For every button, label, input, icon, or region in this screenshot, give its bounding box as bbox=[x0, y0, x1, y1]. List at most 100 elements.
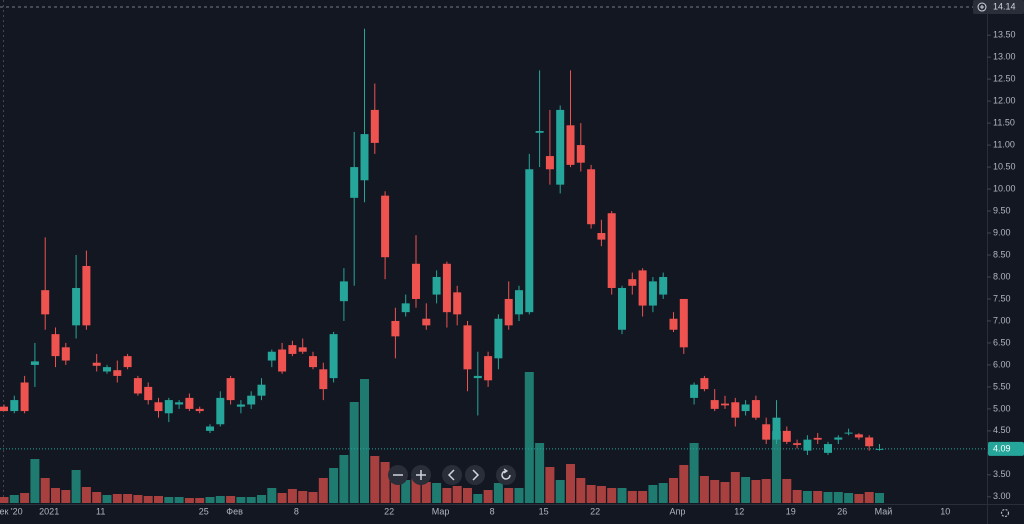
candle-body bbox=[144, 386, 153, 401]
volume-bar bbox=[92, 492, 102, 503]
volume-bar bbox=[61, 490, 71, 503]
y-tick-label: 13.00 bbox=[993, 52, 1016, 62]
top-marker-label: 14.14 bbox=[993, 1, 1016, 11]
x-tick-label: 22 bbox=[384, 506, 394, 516]
candle-body bbox=[535, 131, 544, 133]
volume-bar bbox=[617, 488, 627, 503]
candle-body bbox=[556, 109, 565, 185]
candle-body bbox=[803, 439, 812, 451]
volume-bar bbox=[339, 455, 349, 503]
volume-bar bbox=[329, 468, 339, 503]
y-tick-label: 3.50 bbox=[993, 469, 1011, 479]
settings-icon[interactable] bbox=[1000, 508, 1010, 518]
candle-body bbox=[669, 318, 678, 330]
candle-body bbox=[257, 384, 266, 396]
zoom-out-button[interactable] bbox=[388, 465, 408, 485]
candle-body bbox=[30, 361, 39, 365]
candle-body bbox=[700, 378, 709, 390]
volume-bar bbox=[452, 486, 462, 503]
volume-bar bbox=[576, 478, 586, 503]
volume-bar bbox=[699, 476, 709, 503]
candle-body bbox=[20, 382, 29, 412]
candle-body bbox=[525, 169, 534, 313]
volume-bar bbox=[689, 443, 699, 503]
volume-bar bbox=[658, 483, 668, 503]
candle-body bbox=[236, 404, 245, 407]
volume-bar bbox=[298, 491, 308, 503]
volume-bar bbox=[9, 495, 19, 503]
x-tick-label: 25 bbox=[199, 506, 209, 516]
candle-body bbox=[10, 400, 19, 412]
y-tick-label: 5.50 bbox=[993, 381, 1011, 391]
volume-bar bbox=[287, 489, 297, 503]
candle-body bbox=[267, 351, 276, 361]
scroll-right-button[interactable] bbox=[465, 465, 485, 485]
volume-bar bbox=[195, 498, 205, 503]
volume-bar bbox=[154, 496, 163, 503]
reset-button[interactable] bbox=[496, 465, 516, 485]
candle-body bbox=[679, 298, 688, 348]
volume-bar bbox=[833, 492, 843, 503]
volume-bar bbox=[51, 488, 60, 503]
zoom-controls[interactable] bbox=[388, 465, 516, 485]
y-tick-label: 6.00 bbox=[993, 359, 1011, 369]
volume-bar bbox=[174, 497, 184, 503]
volume-bar bbox=[648, 485, 658, 503]
candle-body bbox=[247, 395, 256, 405]
candle-body bbox=[463, 325, 472, 370]
y-tick-label: 11.00 bbox=[993, 139, 1015, 149]
x-tick-label: 8 bbox=[294, 506, 299, 516]
candle-body bbox=[61, 347, 70, 361]
y-tick-label: 8.50 bbox=[993, 249, 1011, 259]
candle-body bbox=[566, 125, 575, 165]
volume-bar bbox=[164, 497, 174, 503]
candle-body bbox=[103, 367, 111, 372]
candle-body bbox=[288, 345, 297, 354]
candle-body bbox=[370, 109, 379, 143]
volume-bar bbox=[669, 478, 678, 503]
volume-bar bbox=[123, 494, 133, 503]
candle-body bbox=[648, 281, 657, 306]
top-marker-icon bbox=[977, 2, 987, 12]
x-tick-label: Май bbox=[875, 506, 893, 516]
candle-body bbox=[494, 318, 503, 359]
volume-bar bbox=[257, 495, 266, 503]
volume-bar bbox=[514, 488, 524, 503]
candle-body bbox=[298, 347, 307, 352]
y-tick-label: 3.00 bbox=[993, 491, 1011, 501]
volume-bar bbox=[349, 402, 359, 503]
volume-bar bbox=[0, 497, 9, 503]
x-tick-label: 22 bbox=[590, 506, 600, 516]
candle-body bbox=[329, 334, 338, 379]
candle-body bbox=[865, 437, 874, 447]
volume-bar bbox=[875, 493, 884, 503]
scroll-left-button[interactable] bbox=[442, 465, 462, 485]
volume-bar bbox=[71, 470, 81, 503]
candle-body bbox=[453, 292, 462, 315]
volume-bar bbox=[679, 465, 689, 503]
volume-bar bbox=[751, 480, 761, 503]
volume-bar bbox=[463, 488, 472, 503]
y-tick-label: 13.50 bbox=[993, 30, 1016, 40]
candle-body bbox=[587, 169, 596, 225]
candle-body bbox=[793, 443, 802, 445]
candle-body bbox=[607, 213, 616, 288]
top-marker-box bbox=[973, 0, 1024, 15]
volume-bar bbox=[638, 491, 648, 503]
volume-bar bbox=[380, 462, 390, 503]
candle-body bbox=[690, 384, 699, 398]
candle-body bbox=[515, 290, 523, 315]
volume-bar bbox=[360, 379, 369, 503]
y-tick-label: 8.00 bbox=[993, 271, 1011, 281]
volume-bar bbox=[421, 482, 431, 503]
candle-body bbox=[710, 400, 719, 409]
volume-bar bbox=[627, 491, 637, 503]
zoom-in-button[interactable] bbox=[411, 465, 431, 485]
y-tick-label: 12.50 bbox=[993, 74, 1016, 84]
candle-body bbox=[473, 375, 482, 379]
candle-body bbox=[350, 167, 359, 198]
y-tick-label: 10.50 bbox=[993, 161, 1016, 171]
candle-body bbox=[741, 404, 750, 412]
candle-body bbox=[834, 437, 843, 440]
